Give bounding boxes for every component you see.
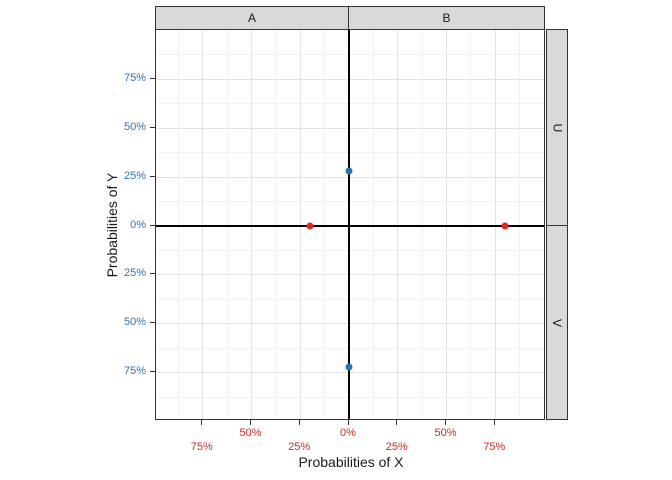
grid-major-v — [446, 30, 447, 419]
grid-minor-v — [372, 30, 374, 419]
y-tick-label: 25% — [123, 169, 146, 182]
grid-major-h — [156, 127, 544, 129]
x-tick — [250, 420, 251, 425]
y-tick-label: 75% — [123, 71, 146, 84]
x-tick-label: 75% — [190, 441, 213, 453]
y-tick — [150, 126, 155, 128]
y-tick-label: 50% — [123, 120, 146, 133]
y-tick-label: 50% — [123, 316, 146, 329]
y-tick-label: 0% — [130, 218, 146, 231]
x-tick-label: 75% — [483, 441, 506, 453]
facet-strip-v: V — [546, 225, 568, 420]
grid-major-h — [156, 274, 544, 276]
y-tick — [150, 371, 155, 373]
y-axis-title: Probabilities of Y — [104, 172, 120, 278]
y-tick — [150, 224, 155, 226]
grid-major-v — [202, 30, 204, 419]
y-tick-label: 25% — [123, 267, 146, 280]
y-tick — [150, 77, 155, 79]
grid-major-h — [156, 78, 544, 80]
grid-minor-v — [275, 30, 277, 419]
y-tick — [150, 175, 155, 177]
grid-minor-h — [156, 298, 544, 300]
scatter-point-probabilities-of-x — [306, 222, 314, 230]
grid-minor-v — [226, 30, 228, 419]
x-tick — [445, 420, 446, 425]
x-tick-label: 50% — [434, 427, 457, 439]
x-tick — [201, 420, 203, 425]
x-tick-label: 25% — [288, 441, 311, 453]
grid-major-h — [156, 323, 544, 325]
facet-strip-u: U — [546, 29, 568, 226]
origin-vline — [348, 30, 350, 419]
grid-minor-h — [156, 249, 544, 251]
grid-minor-v — [421, 30, 423, 419]
facet-strip-b-label: B — [442, 11, 451, 25]
grid-major-v — [299, 30, 301, 419]
facet-strip-a: A — [155, 6, 349, 30]
grid-major-v — [494, 30, 496, 419]
grid-minor-v — [470, 30, 472, 419]
facet-strip-b: B — [348, 6, 545, 30]
x-axis-title: Probabilities of X — [298, 454, 404, 470]
y-tick — [150, 273, 155, 275]
scatter-point-probabilities-of-y — [345, 167, 353, 175]
grid-major-h — [156, 176, 544, 178]
x-tick-label: 0% — [340, 427, 356, 439]
x-tick — [493, 420, 495, 425]
grid-minor-v — [324, 30, 326, 419]
x-tick-label: 25% — [385, 441, 408, 453]
grid-major-v — [397, 30, 399, 419]
grid-minor-v — [177, 30, 179, 419]
facet-strip-v-label: V — [549, 318, 564, 327]
grid-major-h — [156, 372, 544, 374]
grid-minor-v — [519, 30, 521, 419]
plot-panel — [155, 29, 545, 420]
y-tick-label: 75% — [123, 365, 146, 378]
x-tick — [347, 420, 349, 425]
x-tick — [396, 420, 398, 425]
grid-minor-h — [156, 201, 544, 203]
x-tick — [298, 420, 300, 425]
grid-major-v — [251, 30, 252, 419]
facet-strip-a-label: A — [247, 11, 256, 25]
scatter-point-probabilities-of-y — [345, 363, 353, 371]
grid-minor-h — [156, 347, 544, 349]
facet-strip-u-label: U — [549, 123, 564, 132]
scatter-point-probabilities-of-x — [501, 222, 509, 230]
x-tick-label: 50% — [239, 427, 262, 439]
grid-minor-h — [156, 103, 544, 105]
y-tick — [150, 322, 155, 324]
grid-minor-h — [156, 54, 544, 56]
grid-minor-h — [156, 396, 544, 398]
origin-hline — [156, 225, 544, 227]
grid-minor-h — [156, 152, 544, 154]
